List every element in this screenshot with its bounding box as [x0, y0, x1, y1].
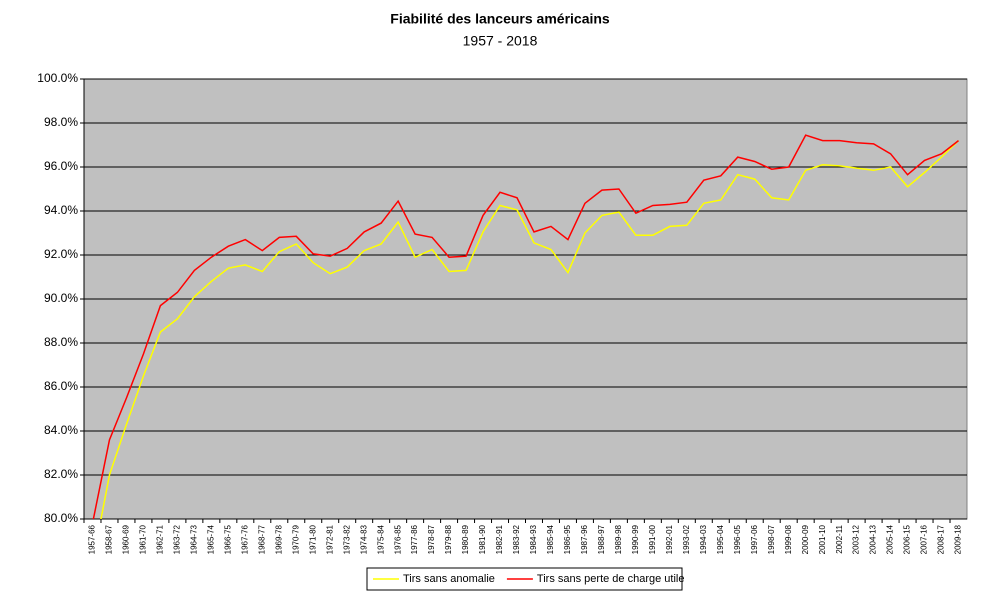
x-tick-label: 1974-83 — [359, 524, 368, 554]
x-tick-label: 1986-95 — [563, 524, 572, 554]
x-tick-label: 1969-78 — [274, 524, 283, 554]
legend-label: Tirs sans anomalie — [403, 573, 495, 585]
lines — [92, 134, 960, 519]
y-tick-label: 84.0% — [44, 423, 78, 437]
y-tick-label: 86.0% — [44, 379, 78, 393]
legend-label: Tirs sans perte de charge utile — [537, 573, 685, 585]
x-tick-label: 2006-15 — [903, 524, 912, 554]
x-tick-label: 1992-01 — [665, 524, 674, 554]
x-tick-label: 1962-71 — [156, 524, 165, 554]
x-tick-label: 1983-92 — [512, 524, 521, 554]
y-tick-label: 92.0% — [44, 247, 78, 261]
x-tick-label: 1978-87 — [427, 524, 436, 554]
x-tick-label: 1996-05 — [733, 524, 742, 554]
x-tick-label: 2000-09 — [801, 524, 810, 554]
series-line — [92, 134, 959, 519]
x-tick-label: 1967-76 — [240, 524, 249, 554]
y-tick-label: 98.0% — [44, 115, 78, 129]
x-tick-label: 1984-93 — [529, 524, 538, 554]
x-tick-label: 1970-79 — [291, 524, 300, 554]
x-tick-label: 1968-77 — [257, 524, 266, 554]
x-tick-label: 1960-69 — [122, 524, 131, 554]
x-tick-label: 1957-66 — [88, 524, 97, 554]
x-tick-label: 1993-02 — [682, 524, 691, 554]
y-tick-label: 82.0% — [44, 467, 78, 481]
x-tick-label: 1995-04 — [716, 524, 725, 554]
x-tick-label: 1985-94 — [546, 524, 555, 554]
x-tick-label: 2007-16 — [920, 524, 929, 554]
x-tick-label: 1991-00 — [648, 524, 657, 554]
x-tick-label: 1971-80 — [308, 524, 317, 554]
x-tick-label: 1966-75 — [223, 524, 232, 554]
y-tick-label: 88.0% — [44, 335, 78, 349]
x-tick-label: 1987-96 — [580, 524, 589, 554]
x-tick-label: 1972-81 — [325, 524, 334, 554]
x-tick-label: 1989-98 — [614, 524, 623, 554]
chart-title: Fiabilité des lanceurs américains — [390, 11, 610, 27]
x-tick-label: 1998-07 — [767, 524, 776, 554]
x-tick-label: 1997-06 — [750, 524, 759, 554]
x-tick-label: 1975-84 — [376, 524, 385, 554]
y-tick-label: 80.0% — [44, 511, 78, 525]
x-tick-label: 1990-99 — [631, 524, 640, 554]
y-tick-label: 100.0% — [37, 71, 78, 85]
x-tick-label: 2002-11 — [835, 524, 844, 553]
x-tick-label: 1958-67 — [105, 524, 114, 554]
chart-subtitle: 1957 - 2018 — [463, 33, 538, 49]
x-tick-label: 1963-72 — [173, 524, 182, 554]
x-tick-label: 1988-97 — [597, 524, 606, 554]
y-tick-label: 90.0% — [44, 291, 78, 305]
x-tick-label: 1980-89 — [461, 524, 470, 554]
x-tick-label: 1979-88 — [444, 524, 453, 554]
x-tick-label: 2003-12 — [852, 524, 861, 554]
x-tick-label: 2008-17 — [937, 524, 946, 554]
x-tick-label: 1973-82 — [342, 524, 351, 554]
x-tick-label: 1976-85 — [393, 524, 402, 554]
y-tick-label: 96.0% — [44, 159, 78, 173]
y-tick-label: 94.0% — [44, 203, 78, 217]
x-tick-label: 1981-90 — [478, 524, 487, 554]
x-tick-label: 1982-91 — [495, 524, 504, 554]
x-tick-label: 1964-73 — [189, 524, 198, 554]
x-tick-label: 1961-70 — [139, 524, 148, 554]
x-tick-label: 1965-74 — [206, 524, 215, 554]
x-tick-label: 1999-08 — [784, 524, 793, 554]
x-tick-label: 2001-10 — [818, 524, 827, 554]
x-tick-label: 1977-86 — [410, 524, 419, 554]
x-tick-label: 2005-14 — [886, 524, 895, 554]
x-tick-label: 2009-18 — [954, 524, 963, 554]
series-line — [100, 140, 960, 519]
x-tick-label: 1994-03 — [699, 524, 708, 554]
x-tick-label: 2004-13 — [869, 524, 878, 554]
